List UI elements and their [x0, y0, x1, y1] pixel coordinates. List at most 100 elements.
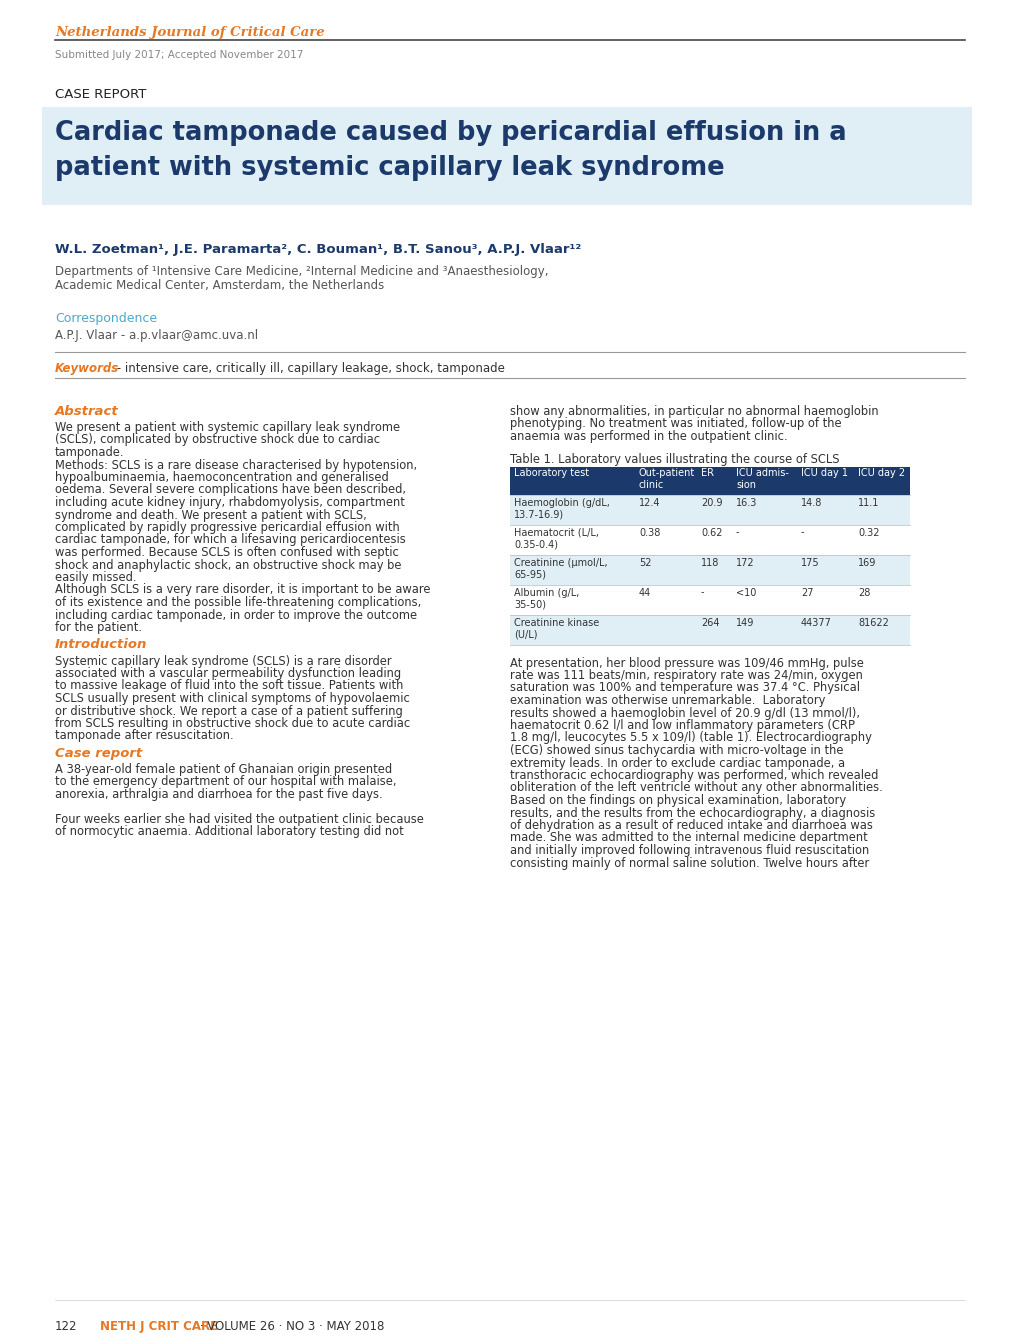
Bar [510, 554, 909, 585]
Text: 0.32: 0.32 [857, 527, 878, 538]
Text: Albumin (g/L,
35-50): Albumin (g/L, 35-50) [514, 587, 579, 609]
Text: Keywords: Keywords [55, 362, 119, 375]
Text: Case report: Case report [55, 748, 142, 760]
Text: At presentation, her blood pressure was 109/46 mmHg, pulse: At presentation, her blood pressure was … [510, 657, 863, 669]
Text: Departments of ¹Intensive Care Medicine, ²Internal Medicine and ³Anaesthesiology: Departments of ¹Intensive Care Medicine,… [55, 266, 548, 278]
Bar [510, 525, 909, 554]
Text: Correspondence: Correspondence [55, 312, 157, 324]
Text: 16.3: 16.3 [736, 498, 757, 507]
Text: syndrome and death. We present a patient with SCLS,: syndrome and death. We present a patient… [55, 509, 367, 522]
Text: SCLS usually present with clinical symptoms of hypovolaemic: SCLS usually present with clinical sympt… [55, 692, 410, 705]
Text: including cardiac tamponade, in order to improve the outcome: including cardiac tamponade, in order to… [55, 609, 417, 622]
Bar [510, 614, 909, 645]
Text: complicated by rapidly progressive pericardial effusion with: complicated by rapidly progressive peric… [55, 521, 399, 534]
Text: associated with a vascular permeability dysfunction leading: associated with a vascular permeability … [55, 668, 400, 680]
Text: ER: ER [700, 469, 713, 478]
Text: A 38-year-old female patient of Ghanaian origin presented: A 38-year-old female patient of Ghanaian… [55, 764, 391, 776]
Text: Submitted July 2017; Accepted November 2017: Submitted July 2017; Accepted November 2… [55, 49, 303, 60]
Text: or distributive shock. We report a case of a patient suffering: or distributive shock. We report a case … [55, 705, 403, 717]
Text: and initially improved following intravenous fluid resuscitation: and initially improved following intrave… [510, 844, 868, 857]
Text: anaemia was performed in the outpatient clinic.: anaemia was performed in the outpatient … [510, 430, 787, 443]
Text: Systemic capillary leak syndrome (SCLS) is a rare disorder: Systemic capillary leak syndrome (SCLS) … [55, 654, 391, 668]
Text: including acute kidney injury, rhabdomyolysis, compartment: including acute kidney injury, rhabdomyo… [55, 497, 405, 509]
Text: tamponade after resuscitation.: tamponade after resuscitation. [55, 729, 233, 742]
Text: Methods: SCLS is a rare disease characterised by hypotension,: Methods: SCLS is a rare disease characte… [55, 458, 417, 471]
Text: Table 1. Laboratory values illustrating the course of SCLS: Table 1. Laboratory values illustrating … [510, 453, 839, 466]
Text: results showed a haemoglobin level of 20.9 g/dl (13 mmol/l),: results showed a haemoglobin level of 20… [510, 706, 859, 720]
Text: -: - [700, 587, 704, 598]
Text: cardiac tamponade, for which a lifesaving pericardiocentesis: cardiac tamponade, for which a lifesavin… [55, 534, 406, 546]
Text: Although SCLS is a very rare disorder, it is important to be aware: Although SCLS is a very rare disorder, i… [55, 583, 430, 597]
Text: results, and the results from the echocardiography, a diagnosis: results, and the results from the echoca… [510, 806, 874, 820]
Text: Netherlands Journal of Critical Care: Netherlands Journal of Critical Care [55, 25, 324, 39]
Bar [42, 107, 971, 206]
Text: of dehydration as a result of reduced intake and diarrhoea was: of dehydration as a result of reduced in… [510, 818, 872, 832]
Text: ICU day 2: ICU day 2 [857, 469, 904, 478]
Text: 264: 264 [700, 618, 718, 627]
Text: 0.38: 0.38 [638, 527, 659, 538]
Text: Introduction: Introduction [55, 638, 147, 651]
Text: 1.8 mg/l, leucocytes 5.5 x 109/l) (table 1). Electrocardiography: 1.8 mg/l, leucocytes 5.5 x 109/l) (table… [510, 732, 871, 745]
Text: 175: 175 [800, 558, 819, 567]
Text: (ECG) showed sinus tachycardia with micro-voltage in the: (ECG) showed sinus tachycardia with micr… [510, 744, 843, 757]
Text: <10: <10 [736, 587, 756, 598]
Text: -: - [736, 527, 739, 538]
Text: 14.8: 14.8 [800, 498, 821, 507]
Text: 52: 52 [638, 558, 651, 567]
Text: 20.9: 20.9 [700, 498, 721, 507]
Text: - intensive care, critically ill, capillary leakage, shock, tamponade: - intensive care, critically ill, capill… [113, 362, 504, 375]
Text: CASE REPORT: CASE REPORT [55, 88, 147, 101]
Text: Academic Medical Center, Amsterdam, the Netherlands: Academic Medical Center, Amsterdam, the … [55, 279, 384, 292]
Text: A.P.J. Vlaar - a.p.vlaar@amc.uva.nl: A.P.J. Vlaar - a.p.vlaar@amc.uva.nl [55, 328, 258, 342]
Text: Creatinine (µmol/L,
65-95): Creatinine (µmol/L, 65-95) [514, 558, 607, 579]
Bar [510, 466, 909, 494]
Text: was performed. Because SCLS is often confused with septic: was performed. Because SCLS is often con… [55, 546, 398, 559]
Bar [510, 494, 909, 525]
Text: extremity leads. In order to exclude cardiac tamponade, a: extremity leads. In order to exclude car… [510, 757, 845, 769]
Text: for the patient.: for the patient. [55, 621, 142, 634]
Text: 11.1: 11.1 [857, 498, 878, 507]
Text: (SCLS), complicated by obstructive shock due to cardiac: (SCLS), complicated by obstructive shock… [55, 434, 380, 446]
Text: patient with systemic capillary leak syndrome: patient with systemic capillary leak syn… [55, 155, 723, 182]
Text: Out-patient
clinic: Out-patient clinic [638, 469, 695, 490]
Bar [510, 585, 909, 614]
Text: 118: 118 [700, 558, 718, 567]
Text: rate was 111 beats/min, respiratory rate was 24/min, oxygen: rate was 111 beats/min, respiratory rate… [510, 669, 862, 682]
Text: Laboratory test: Laboratory test [514, 469, 589, 478]
Text: W.L. Zoetman¹, J.E. Paramarta², C. Bouman¹, B.T. Sanou³, A.P.J. Vlaar¹²: W.L. Zoetman¹, J.E. Paramarta², C. Bouma… [55, 243, 581, 256]
Text: 27: 27 [800, 587, 813, 598]
Text: shock and anaphylactic shock, an obstructive shock may be: shock and anaphylactic shock, an obstruc… [55, 558, 401, 571]
Text: hypoalbuminaemia, haemoconcentration and generalised: hypoalbuminaemia, haemoconcentration and… [55, 471, 388, 485]
Text: Four weeks earlier she had visited the outpatient clinic because: Four weeks earlier she had visited the o… [55, 813, 424, 826]
Text: 28: 28 [857, 587, 869, 598]
Text: Haematocrit (L/L,
0.35-0.4): Haematocrit (L/L, 0.35-0.4) [514, 527, 598, 549]
Text: 44: 44 [638, 587, 650, 598]
Text: ICU admis-
sion: ICU admis- sion [736, 469, 788, 490]
Text: transthoracic echocardiography was performed, which revealed: transthoracic echocardiography was perfo… [510, 769, 877, 782]
Text: of normocytic anaemia. Additional laboratory testing did not: of normocytic anaemia. Additional labora… [55, 825, 404, 838]
Text: examination was otherwise unremarkable.  Laboratory: examination was otherwise unremarkable. … [510, 694, 824, 708]
Text: 0.62: 0.62 [700, 527, 721, 538]
Text: Abstract: Abstract [55, 405, 118, 418]
Text: to massive leakage of fluid into the soft tissue. Patients with: to massive leakage of fluid into the sof… [55, 680, 403, 693]
Text: 169: 169 [857, 558, 875, 567]
Text: consisting mainly of normal saline solution. Twelve hours after: consisting mainly of normal saline solut… [510, 857, 868, 869]
Text: NETH J CRIT CARE: NETH J CRIT CARE [100, 1320, 218, 1334]
Text: Haemoglobin (g/dL,
13.7-16.9): Haemoglobin (g/dL, 13.7-16.9) [514, 498, 609, 519]
Text: phenotyping. No treatment was initiated, follow-up of the: phenotyping. No treatment was initiated,… [510, 418, 841, 430]
Text: 12.4: 12.4 [638, 498, 660, 507]
Text: 44377: 44377 [800, 618, 832, 627]
Text: to the emergency department of our hospital with malaise,: to the emergency department of our hospi… [55, 776, 396, 789]
Text: 81622: 81622 [857, 618, 888, 627]
Text: Cardiac tamponade caused by pericardial effusion in a: Cardiac tamponade caused by pericardial … [55, 120, 846, 146]
Text: -: - [800, 527, 804, 538]
Text: · VOLUME 26 · NO 3 · MAY 2018: · VOLUME 26 · NO 3 · MAY 2018 [196, 1320, 384, 1334]
Text: ICU day 1: ICU day 1 [800, 469, 847, 478]
Text: show any abnormalities, in particular no abnormal haemoglobin: show any abnormalities, in particular no… [510, 405, 877, 418]
Text: tamponade.: tamponade. [55, 446, 124, 459]
Text: obliteration of the left ventricle without any other abnormalities.: obliteration of the left ventricle witho… [510, 781, 881, 794]
Text: 149: 149 [736, 618, 754, 627]
Text: from SCLS resulting in obstructive shock due to acute cardiac: from SCLS resulting in obstructive shock… [55, 717, 410, 730]
Text: easily missed.: easily missed. [55, 571, 137, 583]
Text: 172: 172 [736, 558, 754, 567]
